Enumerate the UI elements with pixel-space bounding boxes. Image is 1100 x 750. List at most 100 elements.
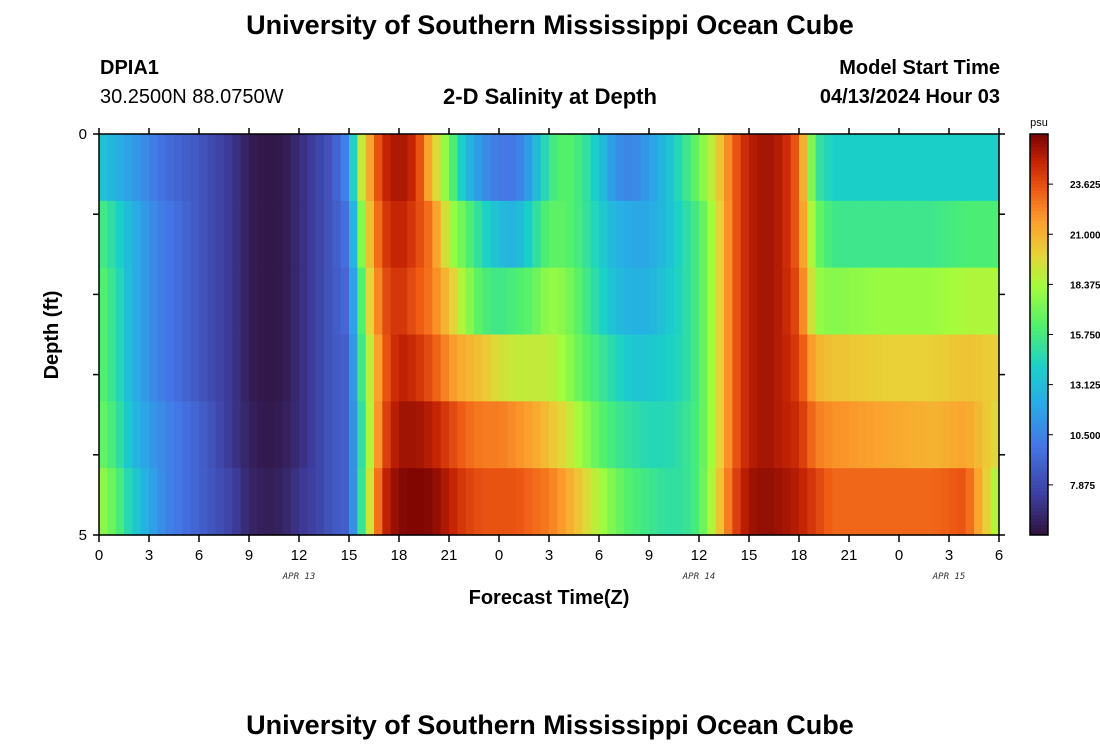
heatmap-cell	[449, 468, 458, 536]
heatmap-cell	[807, 468, 817, 536]
heatmap-cell	[765, 334, 775, 402]
heatmap-cell	[232, 401, 242, 469]
heatmap-cell	[557, 401, 567, 469]
colorbar-segment	[1030, 387, 1048, 392]
heatmap-cell	[915, 401, 925, 469]
heatmap-cell	[399, 401, 408, 469]
heatmap-cell	[582, 267, 592, 336]
heatmap-cell	[965, 334, 975, 402]
heatmap-cell	[399, 200, 408, 269]
heatmap-cell	[482, 468, 492, 536]
colorbar-segment	[1030, 327, 1048, 332]
heatmap-cell	[374, 401, 383, 469]
heatmap-cell	[540, 200, 550, 269]
heatmap-cell	[899, 200, 908, 269]
heatmap-cell	[132, 134, 142, 202]
heatmap-cell	[965, 401, 975, 469]
heatmap-cell	[799, 401, 808, 469]
heatmap-cell	[540, 334, 550, 402]
heatmap-cell	[174, 334, 183, 402]
heatmap-cell	[490, 468, 500, 536]
heatmap-cell	[765, 468, 775, 536]
heatmap-cell	[107, 334, 117, 402]
heatmap-cell	[607, 267, 617, 336]
heatmap-cell	[632, 200, 642, 269]
heatmap-cell	[724, 334, 733, 402]
heatmap-cell	[174, 468, 183, 536]
colorbar-segment	[1030, 187, 1048, 192]
heatmap-cell	[824, 267, 833, 336]
heatmap-cell	[949, 200, 958, 269]
colorbar-segment	[1030, 220, 1048, 225]
heatmap-cell	[674, 334, 683, 402]
heatmap-cell	[174, 200, 183, 269]
heatmap-cell	[249, 468, 258, 536]
heatmap-cell	[374, 267, 383, 336]
heatmap-cell	[374, 334, 383, 402]
heatmap-cell	[149, 401, 158, 469]
heatmap-cell	[249, 134, 258, 202]
heatmap-cell	[874, 200, 883, 269]
page-title: University of Southern Mississippi Ocean…	[246, 10, 854, 40]
heatmap-cell	[157, 200, 167, 269]
heatmap-cell	[274, 401, 283, 469]
heatmap-cell	[99, 468, 108, 536]
heatmap-cell	[182, 334, 192, 402]
heatmap-cell	[224, 468, 233, 536]
heatmap-cell	[907, 200, 917, 269]
heatmap-cell	[832, 468, 842, 536]
heatmap-cell	[665, 401, 675, 469]
heatmap-cell	[340, 334, 350, 402]
heatmap-cell	[899, 134, 908, 202]
heatmap-cell	[124, 334, 133, 402]
heatmap-cell	[582, 200, 592, 269]
heatmap-cell	[324, 134, 333, 202]
colorbar-segment	[1030, 230, 1048, 235]
heatmap-cell	[649, 401, 658, 469]
heatmap-cell	[949, 468, 958, 536]
heatmap-cell	[790, 134, 800, 202]
heatmap-cell	[415, 334, 425, 402]
heatmap-cell	[474, 267, 483, 336]
heatmap-cell	[140, 401, 150, 469]
colorbar-segment	[1030, 331, 1048, 335]
heatmap-cell	[682, 267, 692, 336]
heatmap-cell	[107, 267, 117, 336]
heatmap-cell	[524, 401, 533, 469]
heatmap-cell	[949, 334, 958, 402]
heatmap-cell	[165, 200, 175, 269]
heatmap-cell	[465, 334, 475, 402]
heatmap-cell	[574, 334, 583, 402]
heatmap-cell	[249, 200, 258, 269]
heatmap-cell	[574, 401, 583, 469]
heatmap-cell	[690, 134, 700, 202]
heatmap-cell	[207, 468, 217, 536]
heatmap-cell	[432, 267, 442, 336]
heatmap-cell	[374, 200, 383, 269]
heatmap-cell	[157, 468, 167, 536]
heatmap-cell	[215, 134, 225, 202]
heatmap-cell	[332, 334, 342, 402]
heatmap-cell	[424, 401, 433, 469]
heatmap-cell	[565, 134, 575, 202]
y-axis: 05	[79, 126, 1005, 544]
heatmap-cell	[599, 200, 608, 269]
colorbar-segment	[1030, 281, 1048, 285]
colorbar-segment	[1030, 381, 1048, 386]
heatmap-cell	[865, 468, 875, 536]
footer-title: University of Southern Mississippi Ocean…	[246, 710, 854, 740]
heatmap-cell	[399, 334, 408, 402]
date-label: APR 13	[282, 572, 316, 582]
colorbar-segment	[1030, 391, 1048, 396]
heatmap-cell	[149, 267, 158, 336]
heatmap-cell	[257, 468, 267, 536]
heatmap-cell	[882, 200, 892, 269]
heatmap-cell	[707, 200, 717, 269]
heatmap-cell	[132, 468, 142, 536]
x-tick-label: 6	[195, 547, 203, 564]
heatmap-cell	[957, 401, 967, 469]
heatmap-cell	[415, 401, 425, 469]
heatmap-cell	[440, 334, 450, 402]
heatmap-cell	[365, 468, 375, 536]
heatmap-cell	[99, 401, 108, 469]
